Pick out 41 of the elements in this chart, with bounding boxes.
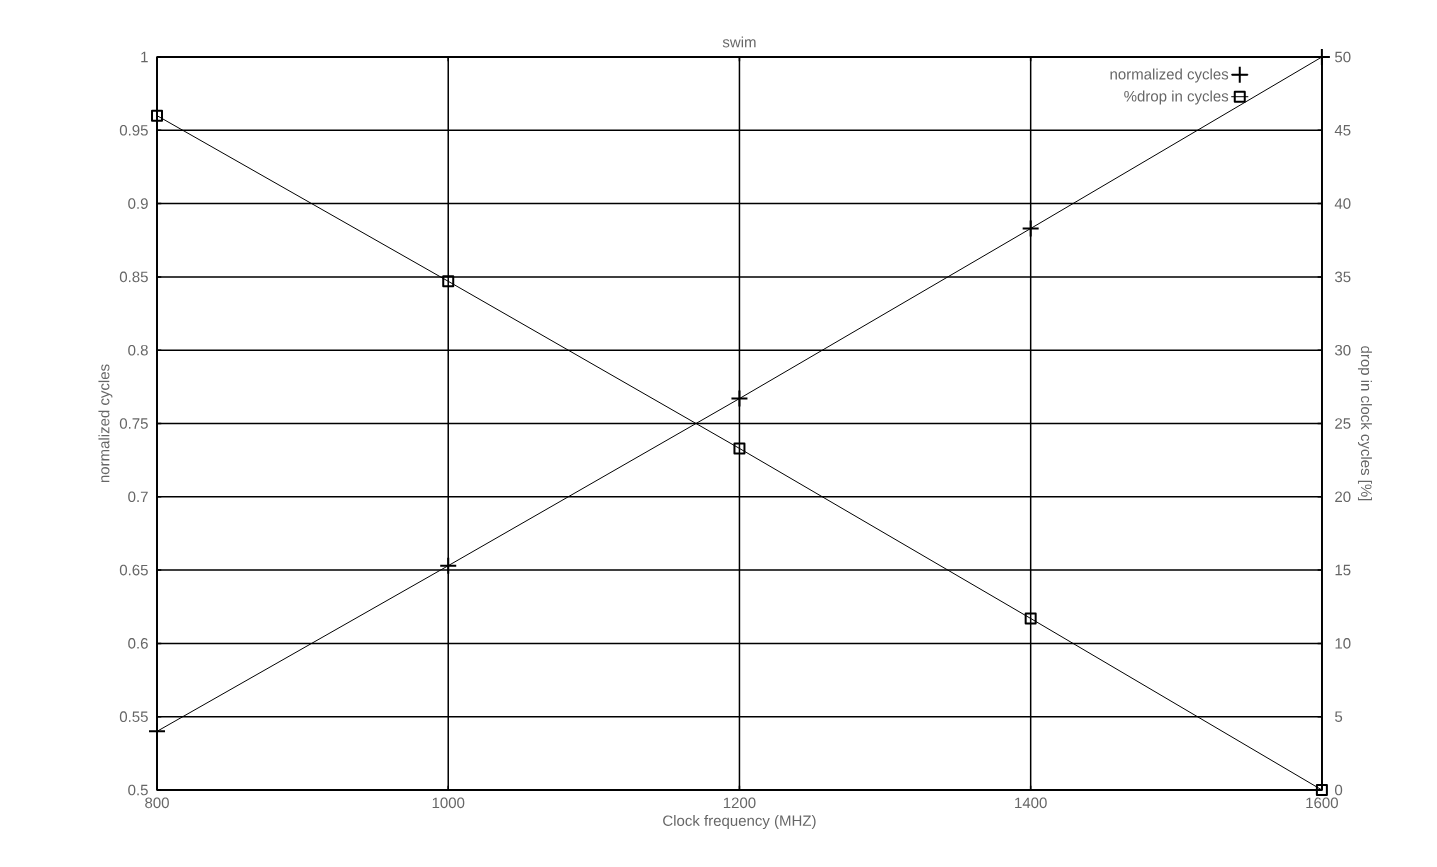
- y2-tick-label: 45: [1334, 125, 1351, 136]
- y2-tick-label: 35: [1334, 271, 1351, 283]
- point: [151, 109, 164, 122]
- y2-tick-label: 15: [1335, 564, 1351, 576]
- legend-label: normalized cycles: [1110, 68, 1229, 83]
- point: [442, 275, 455, 288]
- point: [1315, 783, 1328, 796]
- y2-tick-label: 0: [1335, 784, 1343, 796]
- y-tick-label: 0.65: [119, 564, 148, 576]
- chart-title: swim: [722, 36, 756, 48]
- x-tick-label: 1000: [432, 797, 465, 809]
- point: [439, 556, 458, 575]
- y-tick-label: 0.5: [128, 784, 148, 796]
- y2-tick-label: 5: [1335, 711, 1343, 722]
- x-tick-label: 1400: [1015, 797, 1047, 809]
- x-axis-title: Clock frequency (MHZ): [663, 815, 816, 829]
- y-tick-label: 0.7: [128, 491, 148, 503]
- y2-tick-label: 40: [1334, 198, 1351, 209]
- y-tick-label: 0.95: [119, 124, 148, 136]
- y2-tick-label: 30: [1334, 344, 1351, 356]
- y-tick-label: 0.55: [119, 711, 148, 722]
- y-tick-label: 0.8: [128, 344, 148, 356]
- y-tick-label: 0.85: [119, 271, 148, 283]
- y-tick-label: 0.9: [128, 198, 148, 209]
- point: [1024, 612, 1037, 625]
- point: [730, 389, 749, 408]
- y-tick-label: 1: [141, 51, 148, 63]
- y2-tick-label: 25: [1335, 418, 1351, 429]
- x-tick-label: 1600: [1306, 797, 1338, 809]
- x-tick-label: 800: [145, 797, 169, 809]
- y-axis-title: normalized cycles: [98, 364, 113, 483]
- y2-tick-label: 10: [1335, 638, 1351, 649]
- point: [1021, 219, 1040, 238]
- legend-label: %drop in cycles: [1124, 90, 1229, 105]
- y2-tick-label: 50: [1335, 51, 1351, 63]
- y2-tick-label: 20: [1335, 491, 1351, 503]
- x-tick-label: 1200: [723, 797, 756, 809]
- y2-axis-title: drop in clock cycles [%]: [1357, 346, 1372, 501]
- point: [733, 442, 746, 455]
- y-tick-label: 0.75: [119, 418, 148, 429]
- y-tick-label: 0.6: [128, 638, 148, 649]
